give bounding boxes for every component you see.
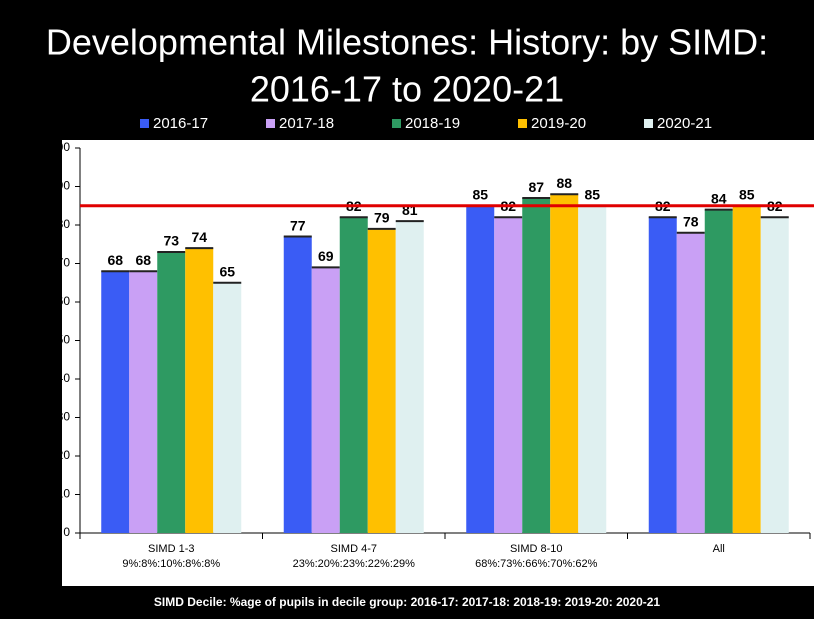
y-tick-label: 80 (57, 217, 71, 231)
value-label: 74 (191, 229, 207, 245)
value-label: 65 (219, 263, 235, 279)
value-label: 84 (711, 190, 727, 206)
value-label: 87 (528, 179, 544, 195)
y-tick-label: 90 (57, 179, 71, 193)
legend-label: 2017-18 (279, 115, 334, 132)
bar (283, 236, 312, 534)
value-label: 77 (290, 217, 306, 233)
bar (129, 271, 158, 533)
x-tick-sublabel: 23%:20%:23%:22%:29% (293, 558, 416, 570)
footnote: SIMD Decile: %age of pupils in decile gr… (154, 595, 661, 609)
value-label: 73 (163, 233, 179, 249)
bar (339, 217, 368, 534)
value-label: 68 (135, 252, 151, 268)
x-tick-label: SIMD 4-7 (331, 543, 377, 555)
x-tick-sublabel: 9%:8%:10%:8%:8% (122, 558, 220, 570)
legend-label: 2018-19 (405, 115, 460, 132)
legend-swatch (392, 119, 401, 128)
chart-title: 2016-17 to 2020-21 (250, 69, 564, 110)
value-label: 69 (318, 248, 334, 264)
legend-swatch (266, 119, 275, 128)
value-label: 79 (374, 210, 390, 226)
value-label: 85 (739, 186, 755, 202)
bar (101, 271, 130, 533)
x-tick-label: SIMD 8-10 (510, 543, 563, 555)
bar (494, 217, 523, 534)
bar (311, 267, 340, 533)
legend-swatch (518, 119, 527, 128)
bar (213, 282, 242, 533)
y-tick-label: 40 (57, 371, 71, 385)
y-tick-label: 10 (57, 487, 71, 501)
bar (466, 205, 495, 533)
bar (704, 209, 733, 533)
bar (185, 248, 214, 533)
value-label: 68 (107, 252, 123, 268)
legend-swatch (644, 119, 653, 128)
y-tick-label: 30 (57, 410, 71, 424)
legend-label: 2019-20 (531, 115, 586, 132)
legend-swatch (140, 119, 149, 128)
x-tick-label: SIMD 1-3 (148, 543, 194, 555)
legend-label: 2016-17 (153, 115, 208, 132)
value-label: 88 (556, 175, 572, 191)
y-tick-label: 70 (57, 256, 71, 270)
x-tick-sublabel: 68%:73%:66%:70%:62% (475, 558, 598, 570)
value-label: 85 (472, 186, 488, 202)
chart-title: Developmental Milestones: History: by SI… (46, 22, 768, 63)
y-tick-label: 50 (57, 333, 71, 347)
bar (157, 251, 186, 533)
y-tick-label: 100 (50, 140, 70, 154)
y-tick-label: 0 (63, 525, 70, 539)
bar (578, 205, 607, 533)
bar (367, 228, 396, 533)
value-label: 78 (683, 213, 699, 229)
y-tick-label: 20 (57, 448, 71, 462)
bar (760, 217, 789, 534)
bar (676, 232, 705, 533)
y-axis-label: % attaining DMs (18, 290, 33, 390)
bar (550, 194, 579, 533)
bar (648, 217, 677, 534)
y-tick-label: 60 (57, 294, 71, 308)
bar (522, 198, 551, 534)
bar (395, 221, 424, 533)
bar (732, 205, 761, 533)
x-tick-label: All (713, 543, 725, 555)
value-label: 85 (584, 186, 600, 202)
legend-label: 2020-21 (657, 115, 712, 132)
